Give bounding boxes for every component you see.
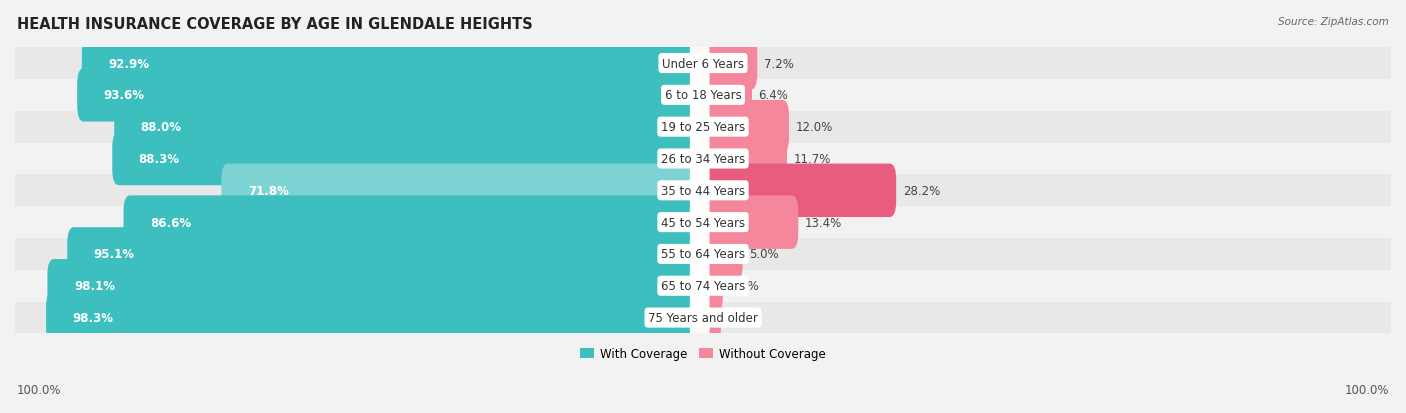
Bar (15, 80, 1391, 112)
Text: 100.0%: 100.0% (1344, 384, 1389, 396)
Text: 6.4%: 6.4% (759, 89, 789, 102)
Bar (15, 270, 1391, 302)
FancyBboxPatch shape (690, 196, 710, 249)
Bar (15, 143, 1391, 175)
Text: 12.0%: 12.0% (796, 121, 832, 134)
Text: 2.0%: 2.0% (730, 280, 759, 292)
Bar (15, 238, 1391, 270)
FancyBboxPatch shape (82, 37, 710, 90)
FancyBboxPatch shape (690, 259, 710, 313)
FancyBboxPatch shape (696, 37, 758, 90)
Text: 55 to 64 Years: 55 to 64 Years (661, 248, 745, 261)
Text: 45 to 54 Years: 45 to 54 Years (661, 216, 745, 229)
Text: 13.4%: 13.4% (804, 216, 842, 229)
Text: 5.0%: 5.0% (749, 248, 779, 261)
FancyBboxPatch shape (46, 291, 710, 344)
Text: HEALTH INSURANCE COVERAGE BY AGE IN GLENDALE HEIGHTS: HEALTH INSURANCE COVERAGE BY AGE IN GLEN… (17, 17, 533, 31)
Text: 19 to 25 Years: 19 to 25 Years (661, 121, 745, 134)
Text: 93.6%: 93.6% (104, 89, 145, 102)
Bar (15, 48, 1391, 80)
Text: 1.7%: 1.7% (727, 311, 758, 324)
Legend: With Coverage, Without Coverage: With Coverage, Without Coverage (575, 342, 831, 365)
Text: 100.0%: 100.0% (17, 384, 62, 396)
FancyBboxPatch shape (690, 101, 710, 154)
FancyBboxPatch shape (696, 228, 742, 281)
Text: Source: ZipAtlas.com: Source: ZipAtlas.com (1278, 17, 1389, 26)
Bar (15, 112, 1391, 143)
Text: 6 to 18 Years: 6 to 18 Years (665, 89, 741, 102)
Text: 26 to 34 Years: 26 to 34 Years (661, 153, 745, 166)
FancyBboxPatch shape (690, 133, 710, 186)
Text: 95.1%: 95.1% (94, 248, 135, 261)
FancyBboxPatch shape (696, 133, 787, 186)
Bar (15, 302, 1391, 334)
FancyBboxPatch shape (690, 37, 710, 90)
Text: 98.3%: 98.3% (73, 311, 114, 324)
Text: 88.3%: 88.3% (139, 153, 180, 166)
Text: 92.9%: 92.9% (108, 57, 149, 70)
FancyBboxPatch shape (696, 196, 799, 249)
FancyBboxPatch shape (67, 228, 710, 281)
Text: 86.6%: 86.6% (150, 216, 191, 229)
FancyBboxPatch shape (221, 164, 710, 218)
Text: 71.8%: 71.8% (247, 184, 288, 197)
FancyBboxPatch shape (690, 69, 710, 122)
FancyBboxPatch shape (696, 291, 721, 344)
Text: 75 Years and older: 75 Years and older (648, 311, 758, 324)
Text: Under 6 Years: Under 6 Years (662, 57, 744, 70)
FancyBboxPatch shape (77, 69, 710, 122)
Text: 88.0%: 88.0% (141, 121, 181, 134)
Text: 98.1%: 98.1% (75, 280, 115, 292)
FancyBboxPatch shape (690, 164, 710, 218)
FancyBboxPatch shape (112, 133, 710, 186)
Text: 65 to 74 Years: 65 to 74 Years (661, 280, 745, 292)
Text: 35 to 44 Years: 35 to 44 Years (661, 184, 745, 197)
Text: 11.7%: 11.7% (793, 153, 831, 166)
Text: 7.2%: 7.2% (763, 57, 794, 70)
FancyBboxPatch shape (696, 69, 752, 122)
Bar (15, 175, 1391, 207)
FancyBboxPatch shape (690, 228, 710, 281)
FancyBboxPatch shape (48, 259, 710, 313)
FancyBboxPatch shape (696, 164, 896, 218)
FancyBboxPatch shape (696, 101, 789, 154)
FancyBboxPatch shape (690, 291, 710, 344)
FancyBboxPatch shape (114, 101, 710, 154)
Bar (15, 207, 1391, 238)
FancyBboxPatch shape (124, 196, 710, 249)
Text: 28.2%: 28.2% (903, 184, 941, 197)
FancyBboxPatch shape (696, 259, 723, 313)
